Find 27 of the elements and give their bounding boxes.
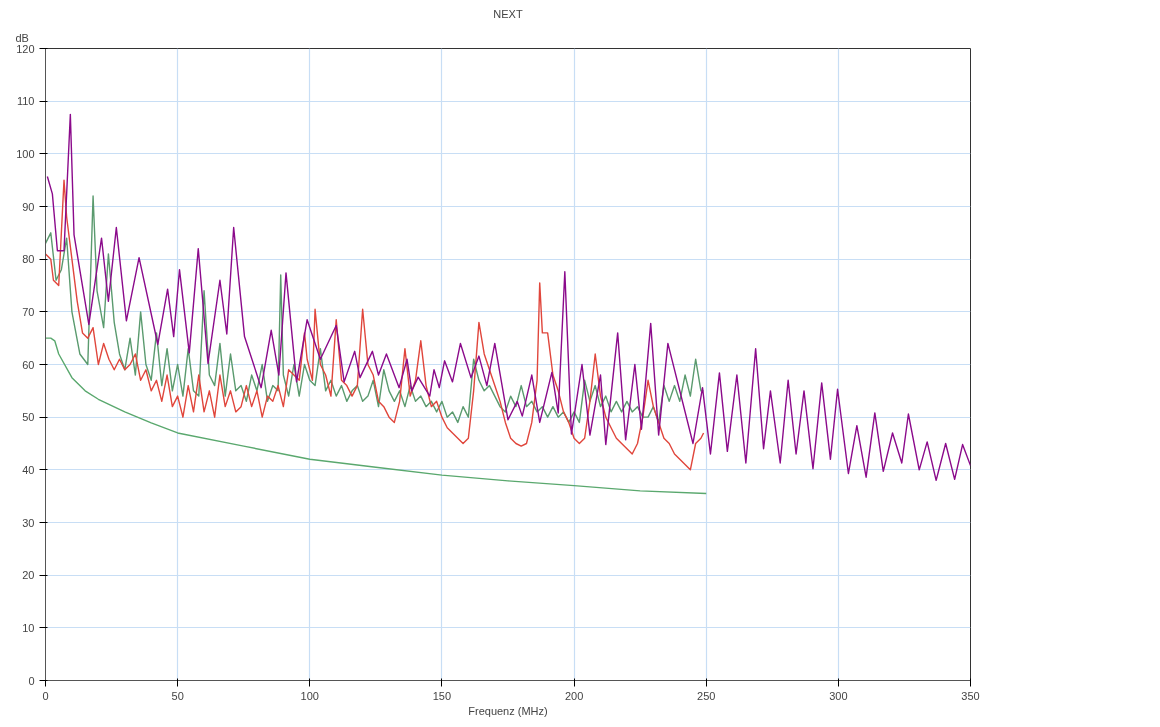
x-tick-label: 50 <box>171 689 184 702</box>
x-tick-label: 100 <box>300 689 319 702</box>
y-axis-title: dB <box>15 31 29 44</box>
y-tick-label: 50 <box>22 411 35 424</box>
y-tick-label: 110 <box>16 95 35 108</box>
line-series <box>46 113 971 482</box>
x-tick-label: 300 <box>829 689 848 702</box>
y-tick-label: 90 <box>22 200 35 213</box>
y-tick-label: 10 <box>22 621 35 634</box>
x-tick-label: 150 <box>432 689 452 702</box>
y-tick-label: 100 <box>16 147 35 160</box>
y-tick-label: 120 <box>16 42 35 55</box>
x-tick-label: 0 <box>42 689 49 702</box>
line-series <box>45 337 707 495</box>
chart-title: NEXT <box>493 7 523 20</box>
y-tick-label: 60 <box>22 358 35 371</box>
y-tick-label: 0 <box>28 674 35 687</box>
x-axis-title: Frequenz (MHz) <box>468 704 548 717</box>
line-series <box>45 179 705 471</box>
y-tick-label: 40 <box>22 463 35 476</box>
y-tick-label: 30 <box>22 516 35 529</box>
y-tick-label: 20 <box>22 569 35 582</box>
x-tick-label: 350 <box>961 689 980 702</box>
x-tick-label: 200 <box>564 689 584 702</box>
y-tick-label: 80 <box>22 253 35 266</box>
y-tick-label: 70 <box>22 305 35 318</box>
x-tick-label: 250 <box>697 689 716 702</box>
